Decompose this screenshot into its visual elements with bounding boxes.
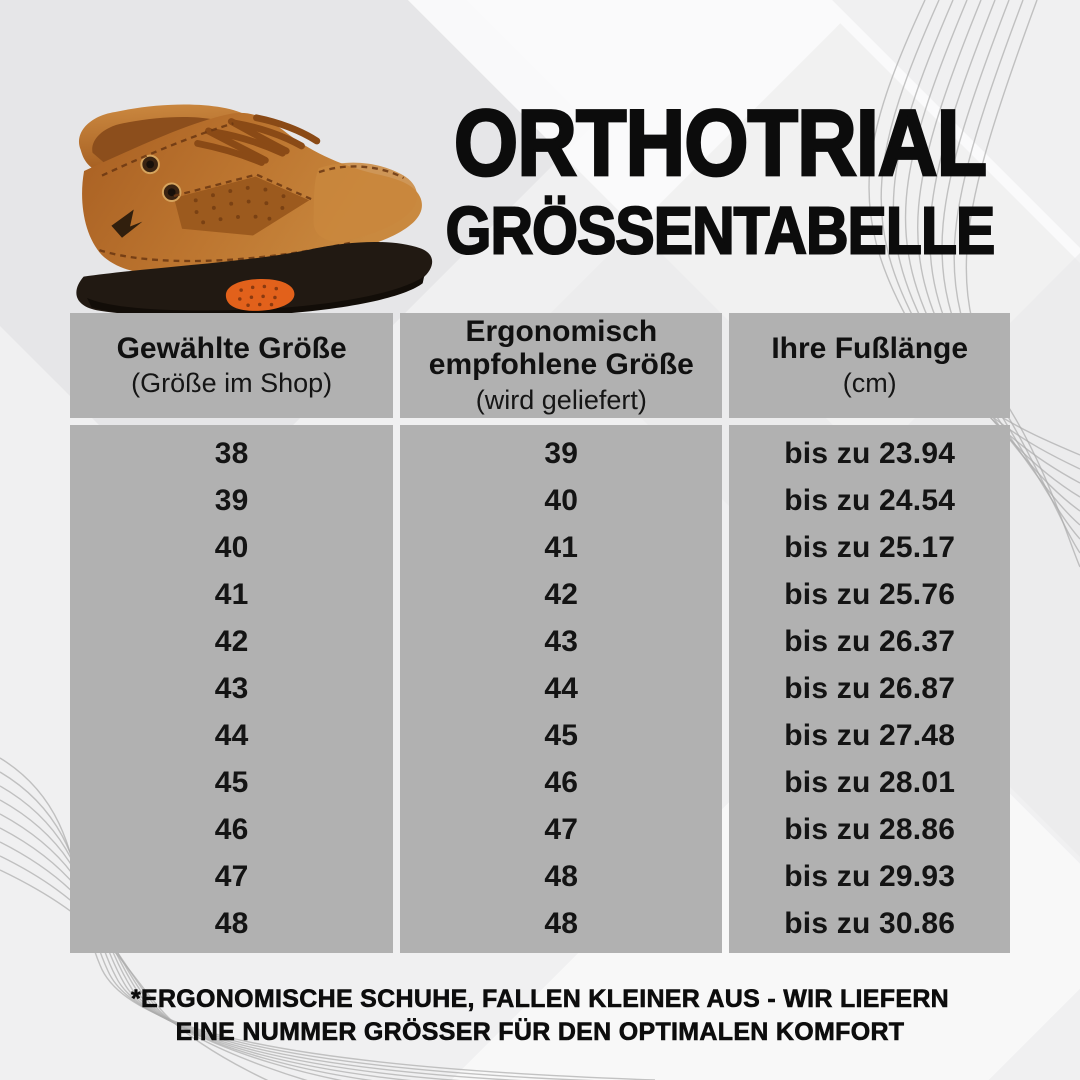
table-cell: 46 bbox=[544, 765, 579, 799]
header-title: Ergonomisch empfohlene Größe bbox=[428, 314, 694, 382]
table-cell: bis zu 25.76 bbox=[784, 578, 956, 612]
header-title: Gewählte Größe bbox=[116, 331, 347, 365]
table-cell: 47 bbox=[544, 812, 579, 846]
table-header-selected-size: Gewählte Größe (Größe im Shop) bbox=[70, 313, 394, 418]
column-selected-size-values: 38 39 40 41 42 43 44 45 46 47 48 bbox=[70, 425, 394, 953]
table-cell: 48 bbox=[544, 906, 579, 940]
table-cell: 48 bbox=[214, 906, 249, 940]
brand-title: ORTHOTRIAL bbox=[453, 90, 989, 196]
table-cell: bis zu 26.37 bbox=[784, 625, 956, 659]
table-cell: 40 bbox=[214, 531, 249, 565]
table-cell: bis zu 27.48 bbox=[784, 718, 956, 752]
header-subtitle: (wird geliefert) bbox=[475, 385, 647, 416]
header-subtitle: (cm) bbox=[842, 368, 897, 399]
table-header-recommended-size: Ergonomisch empfohlene Größe (wird gelie… bbox=[400, 313, 723, 418]
table-cell: bis zu 30.86 bbox=[784, 906, 956, 940]
table-cell: bis zu 28.86 bbox=[784, 812, 956, 846]
table-cell: 45 bbox=[214, 765, 249, 799]
table-cell: 42 bbox=[214, 625, 249, 659]
table-header-foot-length: Ihre Fußlänge (cm) bbox=[729, 313, 1010, 418]
title-block: ORTHOTRIAL GRÖSSENTABELLE bbox=[408, 90, 1032, 269]
table-cell: 44 bbox=[214, 718, 249, 752]
table-cell: 46 bbox=[214, 812, 249, 846]
product-shoe-image bbox=[76, 104, 433, 318]
table-cell: bis zu 26.87 bbox=[784, 671, 956, 705]
table-cell: 47 bbox=[214, 859, 249, 893]
page-title: GRÖSSENTABELLE bbox=[445, 192, 996, 269]
table-cell: 48 bbox=[544, 859, 579, 893]
table-cell: 44 bbox=[544, 671, 579, 705]
table-cell: 45 bbox=[544, 718, 579, 752]
header-title: Ihre Fußlänge bbox=[771, 331, 969, 365]
table-cell: bis zu 23.94 bbox=[784, 437, 956, 471]
table-cell: 42 bbox=[544, 578, 579, 612]
table-cell: 38 bbox=[214, 437, 249, 471]
size-table: Gewählte Größe (Größe im Shop) Ergonomis… bbox=[70, 313, 1010, 953]
table-cell: 39 bbox=[214, 484, 249, 518]
footer-disclaimer-line2: EINE NUMMER GRÖSSER FÜR DEN OPTIMALEN KO… bbox=[175, 1017, 905, 1046]
table-cell: 40 bbox=[544, 484, 579, 518]
table-cell: 41 bbox=[214, 578, 249, 612]
table-cell: 43 bbox=[544, 625, 579, 659]
table-cell: 41 bbox=[544, 531, 579, 565]
table-cell: bis zu 24.54 bbox=[784, 484, 956, 518]
table-cell: bis zu 25.17 bbox=[784, 531, 956, 565]
table-cell: 43 bbox=[214, 671, 249, 705]
footer-disclaimer-line1: *ERGONOMISCHE SCHUHE, FALLEN KLEINER AUS… bbox=[130, 985, 950, 1014]
header-subtitle: (Größe im Shop) bbox=[131, 368, 333, 399]
table-cell: bis zu 28.01 bbox=[784, 765, 956, 799]
column-foot-length-values: bis zu 23.94 bis zu 24.54 bis zu 25.17 b… bbox=[729, 425, 1010, 953]
footer-disclaimer: *ERGONOMISCHE SCHUHE, FALLEN KLEINER AUS… bbox=[0, 983, 1080, 1048]
column-recommended-size-values: 39 40 41 42 43 44 45 46 47 48 48 bbox=[400, 425, 723, 953]
table-cell: 39 bbox=[544, 437, 579, 471]
table-cell: bis zu 29.93 bbox=[784, 859, 956, 893]
